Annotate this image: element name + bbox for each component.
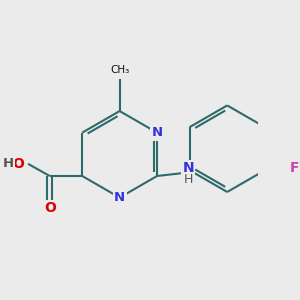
Text: N: N [114,191,125,204]
Text: F: F [290,161,299,175]
Text: N: N [182,161,194,175]
Text: O: O [44,201,56,215]
Text: N: N [152,126,163,139]
Text: H: H [3,157,14,170]
Text: H: H [184,173,193,186]
Text: O: O [13,157,25,171]
Text: CH₃: CH₃ [110,65,129,75]
